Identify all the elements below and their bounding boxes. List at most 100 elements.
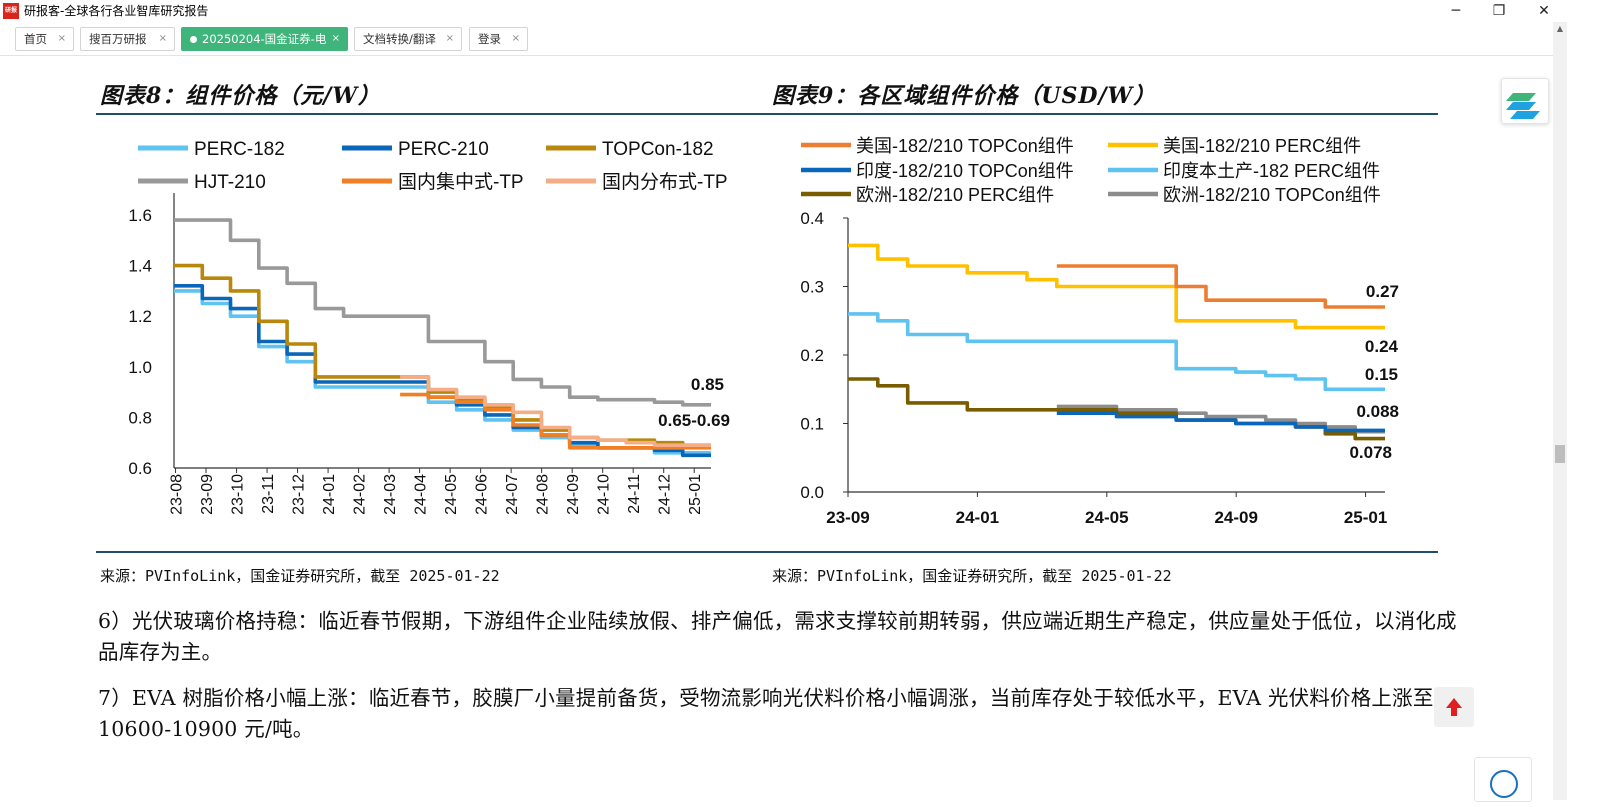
legend-label: 美国-182/210 TOPCon组件 [856,136,1074,156]
legend-label: 印度本土产-182 PERC组件 [1163,161,1380,181]
figure-8-title: 图表8：组件价格（元/W） [100,83,382,109]
tab-login[interactable]: 登录 × [469,27,528,51]
legend-label: 欧洲-182/210 PERC组件 [856,185,1054,205]
y-tick-label: 0.2 [800,346,824,365]
data-label: 0.15 [1365,365,1398,384]
x-tick-label: 24-08 [535,474,552,515]
vertical-scrollbar[interactable]: ▲ [1553,22,1567,800]
x-tick-label: 24-09 [1214,508,1257,527]
series-line [400,375,711,447]
right-panel [1567,22,1599,800]
chart-module-price: PERC-182 PERC-210 TOPCon-182 HJT-210 国内集中式-T… [128,139,730,515]
series-line [1056,411,1385,433]
series-line [174,218,711,407]
x-tick-label: 24-03 [382,474,399,515]
tab-close-icon[interactable]: × [511,33,520,44]
legend-label: 国内集中式-TP [398,171,524,193]
source-left: 来源：PVInfoLink，国金证券研究所，截至 2025-01-22 [100,567,500,585]
data-label: 0.27 [1366,282,1399,301]
legend-label: 印度-182/210 TOPCon组件 [856,161,1074,181]
title-bar: 研报客 研报客-全球各行各业智库研究报告 ─ ❐ ✕ [0,0,1599,30]
x-tick-label: 24-07 [504,474,521,515]
app-logo-icon: 研报客 [3,3,19,30]
legend-label: 美国-182/210 PERC组件 [1163,136,1361,156]
x-tick-label: 25-01 [687,474,704,515]
x-tick-label: 24-09 [565,474,582,515]
y-tick-label: 1.2 [128,307,152,326]
tab-close-icon[interactable]: × [331,33,340,44]
minimize-button[interactable]: ─ [1451,3,1461,19]
x-tick-label: 23-08 [169,474,186,515]
tab-bar: 首页 × 搜百万研报 × 20250204-国金证券-电 × 文档转换/翻译 ×… [0,22,1553,56]
active-dot-icon [190,36,197,43]
legend-label: PERC-210 [398,139,489,160]
data-label: 0.078 [1349,443,1392,462]
back-to-top-button[interactable] [1434,687,1474,727]
x-tick-label: 24-05 [443,474,460,515]
series-line [848,243,1385,330]
y-tick-label: 0.4 [800,209,824,228]
series-line [848,377,1385,441]
window-title: 研报客-全球各行各业智库研究报告 [24,4,209,18]
series-line [400,392,711,450]
tab-label: 20250204-国金证券-电 [202,32,327,46]
scrollbar-thumb[interactable] [1555,445,1565,463]
x-tick-label: 24-04 [413,474,430,515]
tab-close-icon[interactable]: × [57,33,66,44]
tab-close-icon[interactable]: × [158,33,167,44]
legend-label: HJT-210 [194,172,266,193]
tab-label: 登录 [478,32,501,46]
x-tick-label: 24-11 [626,474,643,514]
source-right: 来源：PVInfoLink，国金证券研究所，截至 2025-01-22 [772,567,1172,585]
y-tick-label: 1.6 [128,206,152,225]
legend-label: PERC-182 [194,139,285,160]
series-line [1056,264,1385,309]
y-tick-label: 0.0 [800,483,824,502]
chat-icon [1490,770,1518,798]
close-window-button[interactable]: ✕ [1538,3,1550,19]
top-rule [96,113,1438,115]
side-app-logo-button[interactable] [1501,78,1549,124]
layers-logo-icon [1506,93,1540,119]
y-tick-label: 0.3 [800,278,824,297]
tab-report-active[interactable]: 20250204-国金证券-电 × [181,27,348,51]
chart-regional-module-price: 美国-182/210 TOPCon组件 美国-182/210 PERC组件印度-1… [800,136,1399,527]
paragraph-eva: 7）EVA 树脂价格小幅上涨：临近春节，胶膜厂小量提前备货，受物流影响光伏料价格… [98,686,1434,741]
x-tick-label: 24-06 [474,474,491,515]
y-tick-label: 0.8 [128,408,152,427]
x-tick-label: 23-11 [260,474,277,514]
tab-search-reports[interactable]: 搜百万研报 × [80,27,175,51]
x-tick-label: 23-10 [230,474,247,515]
maximize-button[interactable]: ❐ [1492,3,1506,19]
legend-label: 欧洲-182/210 TOPCon组件 [1163,185,1381,205]
x-tick-label: 23-09 [199,474,216,515]
tab-label: 首页 [24,32,47,46]
x-tick-label: 24-01 [956,508,999,527]
y-tick-label: 1.0 [128,358,152,377]
x-tick-label: 24-02 [352,474,369,515]
tab-label: 文档转换/翻译 [363,32,436,46]
x-tick-label: 24-12 [657,474,674,515]
arrow-up-icon [1446,698,1462,716]
tab-label: 搜百万研报 [89,32,147,46]
series-line [174,289,711,455]
scroll-up-icon[interactable]: ▲ [1556,24,1564,33]
x-tick-label: 25-01 [1344,508,1387,527]
bottom-rule [96,551,1438,553]
series-line [174,263,711,447]
series-line [174,284,711,458]
x-tick-label: 24-01 [321,474,338,515]
paragraph-glass: 6）光伏玻璃价格持稳：临近春节假期，下游组件企业陆续放假、排产偏低，需求支撑较前… [98,609,1457,664]
chat-button[interactable] [1474,757,1532,802]
series-line [848,312,1385,392]
legend-label: TOPCon-182 [602,139,714,160]
data-label: 0.65-0.69 [658,411,730,430]
tab-doc-convert[interactable]: 文档转换/翻译 × [354,27,462,51]
legend-label: 国内分布式-TP [602,171,728,193]
x-tick-label: 24-10 [596,474,613,515]
data-label: 0.088 [1356,402,1399,421]
tab-home[interactable]: 首页 × [15,27,74,51]
y-tick-label: 0.6 [128,459,152,478]
y-tick-label: 0.1 [800,415,824,434]
tab-close-icon[interactable]: × [445,33,454,44]
